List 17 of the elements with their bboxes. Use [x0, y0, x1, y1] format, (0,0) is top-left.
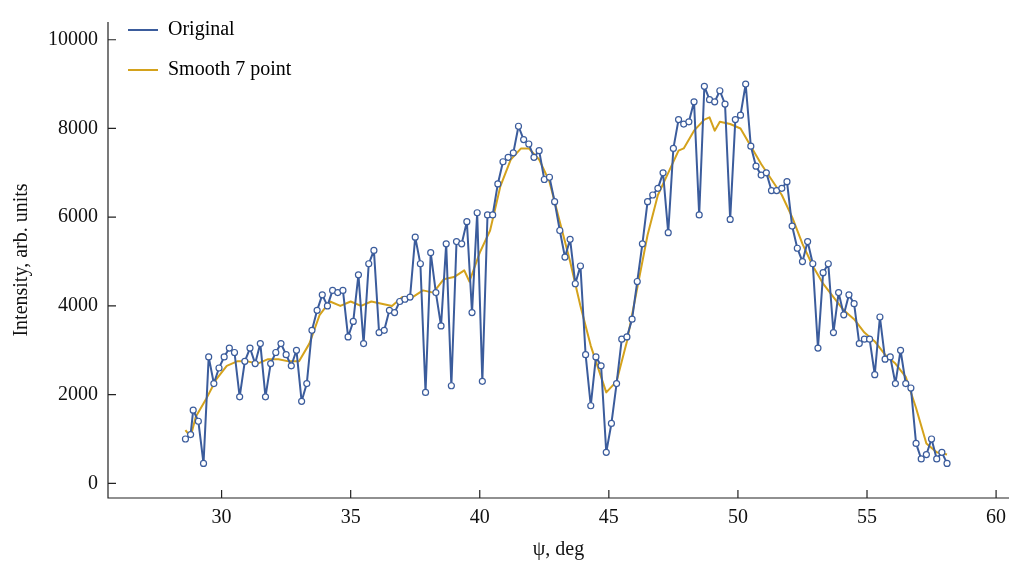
- x-tick-label: 55: [857, 505, 878, 528]
- y-tick-label: 8000: [58, 115, 98, 138]
- x-axis-title: ψ, deg: [532, 537, 585, 561]
- legend-label: Original: [168, 17, 236, 41]
- y-tick-label: 0: [88, 470, 98, 493]
- x-tick-label: 40: [469, 505, 490, 528]
- y-tick-label: 4000: [58, 293, 98, 316]
- x-tick-label: 45: [598, 505, 619, 528]
- legend-label: Smooth 7 point: [168, 57, 292, 81]
- x-tick-label: 35: [340, 505, 361, 528]
- y-tick-label: 2000: [58, 381, 98, 404]
- y-axis-title: Intensity, arb. units: [9, 183, 33, 337]
- y-tick-label: 10000: [48, 26, 98, 49]
- x-tick-label: 50: [727, 505, 748, 528]
- x-tick-label: 30: [211, 505, 232, 528]
- y-tick-label: 6000: [58, 204, 98, 227]
- x-tick-label: 60: [986, 505, 1007, 528]
